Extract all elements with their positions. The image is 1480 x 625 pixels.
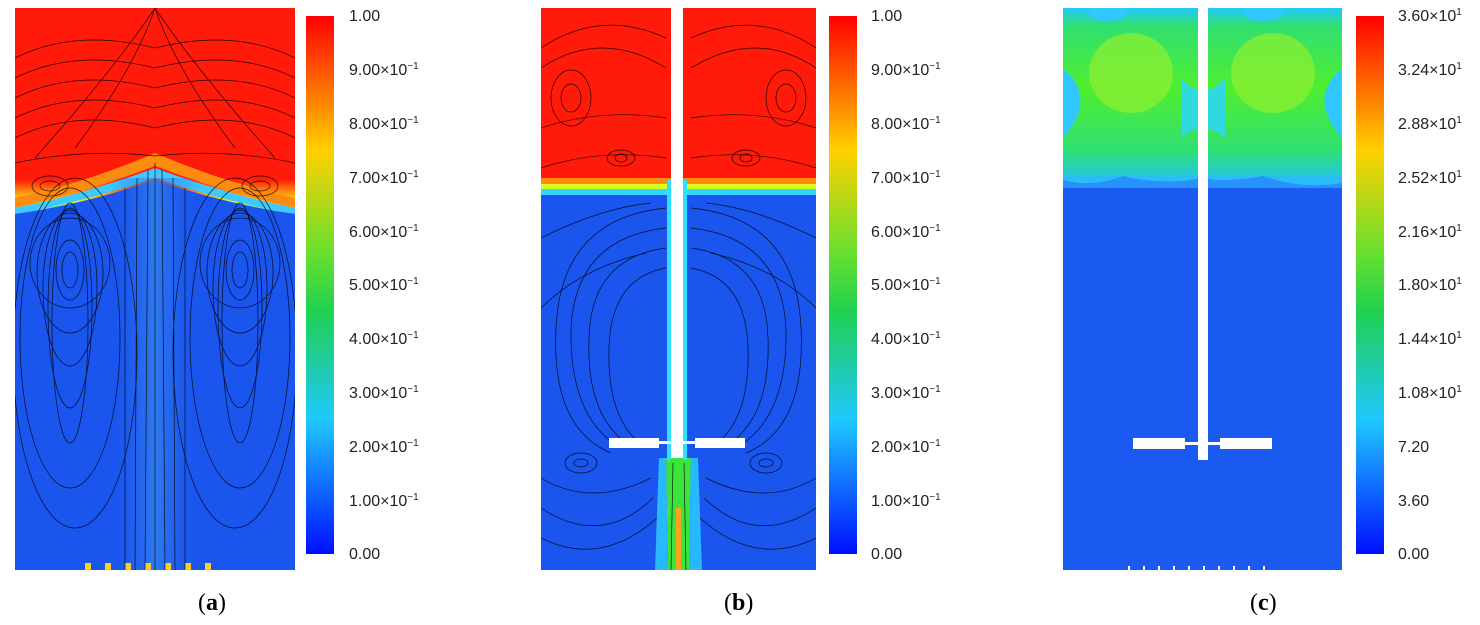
colorbar-tick: 5.00×10−1 (871, 276, 941, 294)
colorbar-tick: 6.00×10−1 (349, 223, 419, 241)
caption-a: (a) (198, 590, 226, 616)
colorbar-tick: 8.00×10−1 (871, 115, 941, 133)
colorbar-tick: 3.24×101 (1398, 61, 1462, 79)
colorbar-tick: 1.44×101 (1398, 330, 1462, 348)
colorbar-tick: 2.00×10−1 (871, 438, 941, 456)
colorbar-b (829, 16, 857, 554)
colorbar-tick: 7.20 (1398, 439, 1430, 456)
colorbar-tick: 9.00×10−1 (871, 61, 941, 79)
impeller-blade-left (1133, 438, 1185, 449)
colorbar-tick: 9.00×10−1 (349, 61, 419, 79)
colorbar-tick: 4.00×10−1 (871, 330, 941, 348)
colorbar-tick: 1.08×101 (1398, 384, 1462, 402)
colorbar-tick: 3.60 (1398, 493, 1430, 510)
impeller-blade-right (695, 438, 745, 448)
colorbar-tick: 1.00 (871, 8, 903, 25)
caption-b: (b) (724, 590, 754, 616)
contour-field-c (1063, 8, 1342, 570)
colorbar-tick: 1.80×101 (1398, 276, 1462, 294)
caption-c: (c) (1250, 590, 1277, 616)
colorbar-c (1356, 16, 1384, 554)
colorbar-tick: 3.00×10−1 (349, 384, 419, 402)
colorbar-tick: 1.00 (349, 8, 381, 25)
colorbar-tick: 2.88×101 (1398, 115, 1462, 133)
colorbar-tick: 0.00 (1398, 546, 1430, 563)
shaft (1198, 8, 1208, 460)
colorbar-tick: 2.52×101 (1398, 169, 1462, 187)
colorbar-tick: 8.00×10−1 (349, 115, 419, 133)
colorbar-tick: 0.00 (871, 546, 903, 563)
colorbar-tick: 2.00×10−1 (349, 438, 419, 456)
colorbar-tick: 1.00×10−1 (871, 492, 941, 510)
colorbar-tick: 2.16×101 (1398, 223, 1462, 241)
colorbar-tick: 7.00×10−1 (349, 169, 419, 187)
colorbar-tick: 1.00×10−1 (349, 492, 419, 510)
colorbar-tick: 0.00 (349, 546, 381, 563)
impeller-blade-right (1220, 438, 1272, 449)
colorbar-tick: 7.00×10−1 (871, 169, 941, 187)
colorbar-tick: 6.00×10−1 (871, 223, 941, 241)
impeller-blade-left (609, 438, 659, 448)
colorbar-tick: 5.00×10−1 (349, 276, 419, 294)
contour-field-a (15, 8, 295, 570)
shaft (671, 8, 683, 458)
colorbar-tick: 4.00×10−1 (349, 330, 419, 348)
colorbar-tick: 3.00×10−1 (871, 384, 941, 402)
colorbar-a (306, 16, 334, 554)
colorbar-tick: 3.60×101 (1398, 7, 1462, 25)
contour-field-b (541, 8, 816, 570)
